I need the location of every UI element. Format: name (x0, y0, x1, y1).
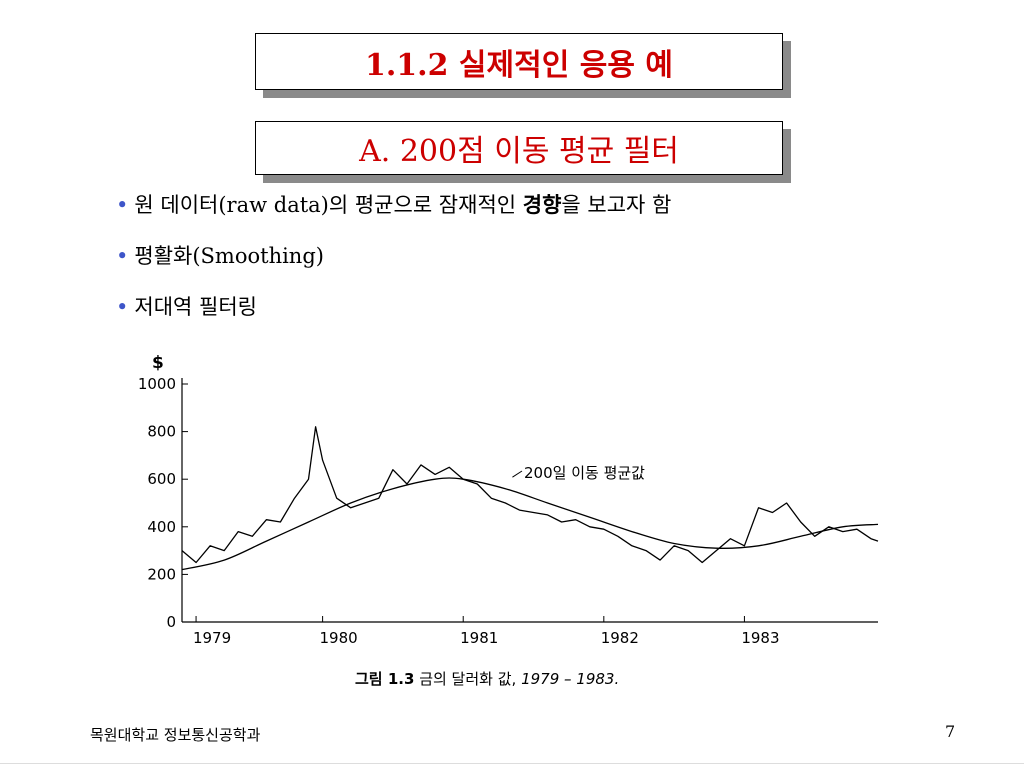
chart-annotation: 200일 이동 평균값 (512, 464, 645, 482)
chart-axes: $ (152, 353, 878, 623)
bullet-text: 원 데이터(raw data)의 평균으로 잠재적인 (134, 193, 523, 217)
x-tick-label: 1983 (741, 629, 779, 647)
slide-subtitle: A. 200점 이동 평균 필터 (255, 121, 783, 175)
bullet-item: • 원 데이터(raw data)의 평균으로 잠재적인 경향을 보고자 함 (116, 190, 671, 241)
caption-label: 그림 1.3 (355, 670, 415, 688)
y-axis-label: $ (152, 353, 164, 373)
footer-school: 목원대학교 정보통신공학과 (90, 726, 261, 744)
y-tick-label: 1000 (138, 375, 176, 393)
x-tick-label: 1981 (460, 629, 498, 647)
y-tick-label: 400 (147, 518, 176, 536)
annotation-leader-line (512, 470, 523, 478)
figure-caption: 그림 1.3 금의 달러화 값, 1979 – 1983. (355, 668, 619, 689)
bullet-list: • 원 데이터(raw data)의 평균으로 잠재적인 경향을 보고자 함 • 평… (116, 190, 671, 343)
y-tick-label: 800 (147, 423, 176, 441)
bullet-text-end: 을 보고자 함 (561, 193, 672, 217)
bullet-emphasis: 경향 (522, 192, 562, 217)
slide-title: 1.1.2 실제적인 응용 예 (255, 33, 783, 90)
bullet-dot: • (116, 244, 129, 268)
raw-price-line (181, 426, 879, 564)
page-number: 7 (945, 722, 956, 741)
annotation-label: 200일 이동 평균값 (524, 464, 645, 482)
moving-average-line (181, 477, 879, 571)
chart-ticks: 0 200 400 600 800 1000 1979 1980 1981 1982 1983 (138, 375, 780, 647)
footer-divider (0, 763, 1024, 764)
slide-title-text: 1.1.2 실제적인 응용 예 (364, 47, 674, 83)
bullet-item: • 평활화(Smoothing) (116, 241, 671, 292)
caption-years: 1979 – 1983. (521, 670, 620, 688)
x-tick-label: 1982 (601, 629, 639, 647)
bullet-text: 평활화(Smoothing) (134, 244, 324, 268)
bullet-dot: • (116, 295, 129, 319)
caption-text: 금의 달러화 값, (419, 670, 517, 688)
y-tick-label: 600 (147, 470, 176, 488)
x-tick-label: 1980 (320, 629, 358, 647)
bullet-item: • 저대역 필터링 (116, 292, 671, 343)
bullet-dot: • (116, 193, 129, 217)
x-tick-label: 1979 (193, 629, 231, 647)
y-tick-label: 200 (147, 565, 176, 583)
slide-subtitle-text: A. 200점 이동 평균 필터 (359, 134, 679, 169)
y-tick-label: 0 (166, 613, 176, 631)
bullet-text: 저대역 필터링 (134, 295, 257, 319)
chart-series (181, 426, 879, 571)
